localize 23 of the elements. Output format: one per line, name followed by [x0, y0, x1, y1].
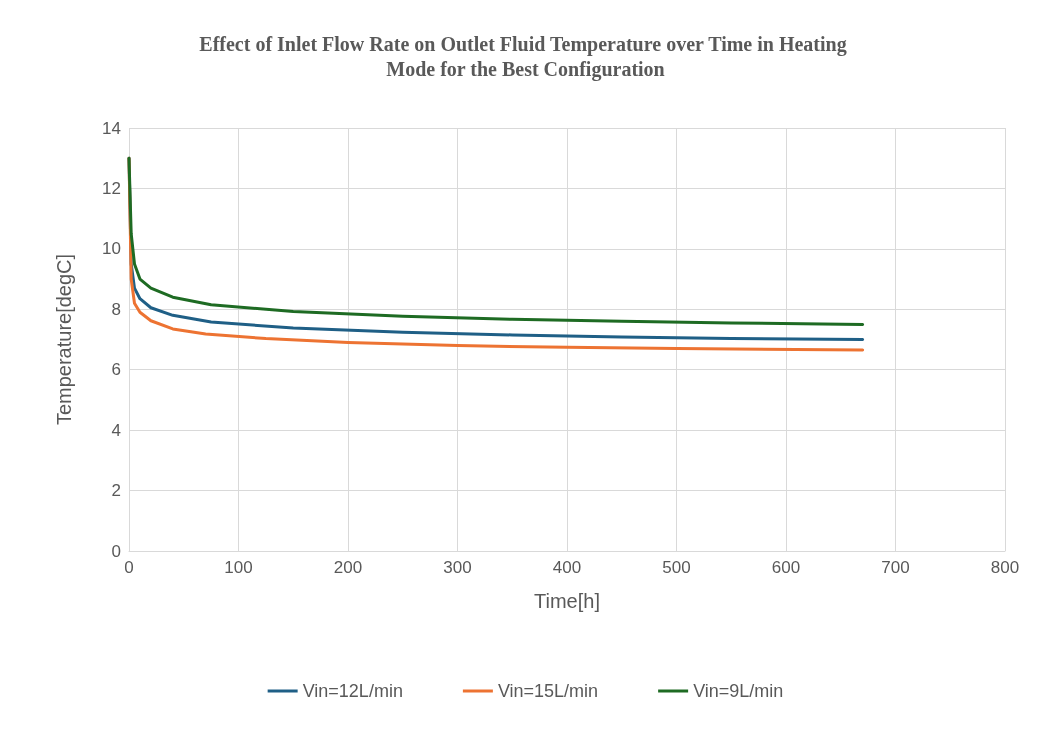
chart-title: Effect of Inlet Flow Rate on Outlet Fluid Temperature over Time in Heating Mode for the Best Configuration [199, 32, 852, 81]
y-tick-label: 0 [111, 541, 121, 561]
x-tick-label: 400 [552, 558, 582, 577]
legend-label: Vin=12L/min [302, 681, 403, 701]
x-tick-label: 600 [771, 558, 801, 577]
y-tick-label: 6 [111, 360, 121, 380]
x-tick-label: 200 [333, 558, 363, 577]
x-tick-label: 100 [224, 558, 253, 577]
y-tick-label: 8 [111, 299, 121, 319]
legend-label: Vin=9L/min [693, 681, 784, 701]
y-axis-title: Temperature[degC] [53, 253, 75, 426]
y-tick-label: 10 [102, 239, 121, 259]
x-axis-title: Time[h] [534, 590, 600, 612]
y-tick-label: 12 [102, 178, 121, 198]
y-tick-label: 14 [102, 118, 121, 138]
x-tick-label: 700 [881, 558, 910, 577]
x-tick-label: 800 [990, 558, 1020, 577]
x-tick-label: 300 [443, 558, 472, 577]
x-tick-label: 0 [124, 558, 134, 577]
x-tick-label: 500 [662, 558, 691, 577]
legend-label: Vin=15L/min [497, 681, 599, 701]
y-tick-label: 2 [111, 481, 121, 501]
y-tick-label: 4 [111, 420, 121, 440]
